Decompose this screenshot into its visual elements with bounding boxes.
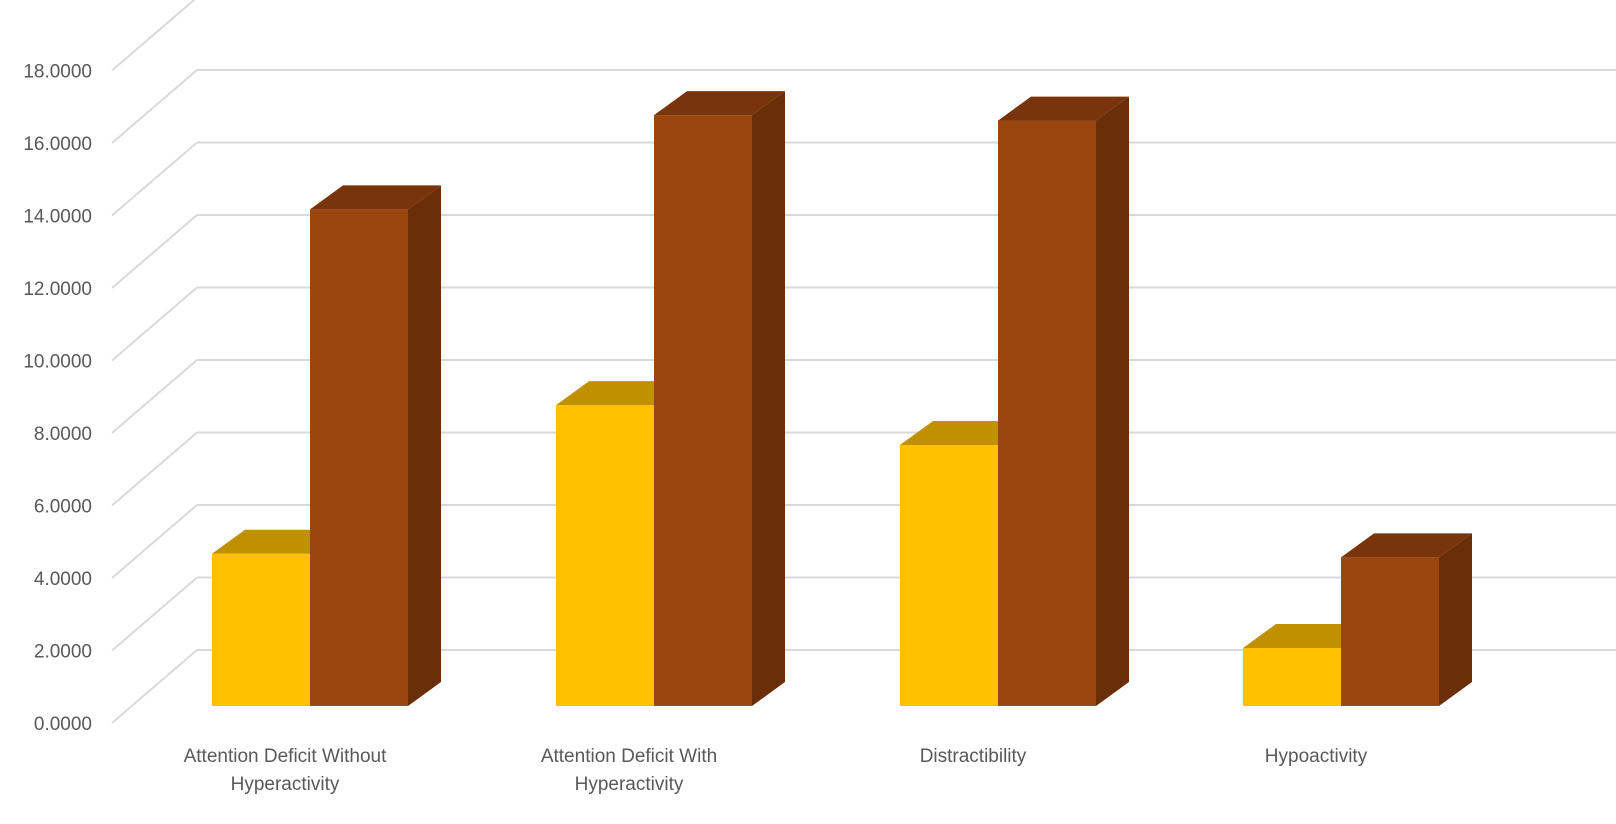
bars bbox=[212, 91, 1472, 706]
bar-side-face bbox=[752, 91, 785, 706]
x-category-label: Distractibility bbox=[920, 746, 1027, 767]
bar-side-face bbox=[408, 185, 441, 706]
bar-top-face bbox=[654, 91, 785, 116]
bar-front-face bbox=[900, 445, 998, 706]
y-tick-label: 0.0000 bbox=[34, 714, 92, 735]
y-tick-label: 12.0000 bbox=[23, 279, 92, 300]
gridline-side bbox=[111, 286, 198, 362]
gridline-side bbox=[111, 576, 198, 652]
y-axis-tick-labels: 0.0000 2.0000 4.0000 6.0000 8.0000 10.0000 12.… bbox=[23, 62, 92, 736]
gridline-side bbox=[111, 69, 198, 144]
bar bbox=[998, 96, 1129, 706]
y-tick-label: 14.0000 bbox=[23, 207, 92, 228]
bar-top-face bbox=[1341, 533, 1472, 558]
bar bbox=[654, 91, 785, 706]
bar-front-face bbox=[1341, 557, 1439, 706]
gridline-side bbox=[111, 0, 196, 72]
bar bbox=[900, 421, 1031, 706]
x-category-label: Hypoactivity bbox=[1265, 746, 1368, 767]
y-tick-label: 4.0000 bbox=[34, 569, 92, 590]
gridline-side bbox=[111, 214, 198, 289]
y-tick-label: 10.0000 bbox=[23, 352, 92, 373]
y-tick-label: 8.0000 bbox=[34, 424, 92, 445]
bar-front-face bbox=[1243, 648, 1341, 706]
gridline-side bbox=[111, 431, 198, 507]
bar bbox=[310, 185, 441, 706]
y-tick-label: 16.0000 bbox=[23, 134, 92, 155]
bar bbox=[1243, 624, 1374, 706]
x-axis-category-labels: Attention Deficit Without Hyperactivity At… bbox=[184, 746, 1368, 795]
bar-top-face bbox=[310, 185, 441, 210]
bar-front-face bbox=[998, 120, 1096, 706]
y-tick-label: 18.0000 bbox=[23, 62, 92, 83]
x-category-label: Attention Deficit With Hyperactivity bbox=[541, 746, 717, 795]
bar-side-face bbox=[1439, 533, 1472, 706]
x-category-label: Attention Deficit Without Hyperactivity bbox=[184, 746, 387, 795]
bar bbox=[1341, 533, 1472, 706]
bar-front-face bbox=[556, 405, 654, 706]
gridline-side bbox=[111, 359, 198, 434]
bar bbox=[556, 381, 687, 706]
bar-front-face bbox=[310, 209, 408, 706]
gridline-side bbox=[111, 504, 198, 579]
bar-front-face bbox=[654, 115, 752, 706]
bar-front-face bbox=[212, 553, 310, 706]
gridline-side bbox=[111, 649, 198, 724]
y-tick-label: 2.0000 bbox=[34, 642, 92, 663]
gridline-side bbox=[111, 141, 198, 217]
bar-side-face bbox=[1096, 96, 1129, 706]
y-tick-label: 6.0000 bbox=[34, 497, 92, 518]
bar-top-face bbox=[998, 96, 1129, 121]
